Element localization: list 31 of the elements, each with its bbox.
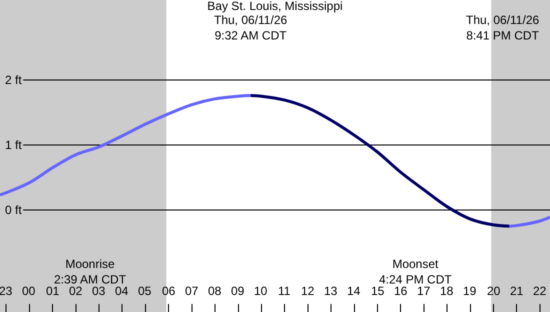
annotation: Thu, 06/11/26 8:41 PM CDT [466,13,540,43]
x-tick-label: 12 [301,284,315,298]
x-tick-label: 04 [115,284,129,298]
x-tick-label: 01 [46,284,60,298]
y-tick-label: 0 ft [5,203,22,217]
x-tick-label: 07 [185,284,199,298]
x-tick-label: 09 [231,284,245,298]
x-tick-label: 00 [22,284,36,298]
annotation: Moonset 4:24 PM CDT [379,257,452,287]
x-tick-label: 21 [510,284,524,298]
y-tick-label: 1 ft [5,138,22,152]
x-tick-label: 08 [208,284,222,298]
x-tick-label: 14 [347,284,361,298]
x-tick-label: 11 [278,284,291,298]
x-tick-label: 18 [440,284,454,298]
annotation: Moonrise 2:39 AM CDT [54,257,127,287]
x-tick-label: 06 [162,284,176,298]
x-tick-label: 22 [533,284,547,298]
x-tick-label: 13 [324,284,338,298]
x-tick-label: 20 [487,284,501,298]
chart-title: Bay St. Louis, Mississippi [207,0,343,13]
x-tick-label: 19 [463,284,477,298]
x-tick-label: 02 [69,284,83,298]
annotation: Thu, 06/11/26 9:32 AM CDT [214,13,288,43]
x-tick-label: 05 [138,284,152,298]
x-tick-label: 10 [254,284,268,298]
x-tick-label: 03 [92,284,106,298]
y-tick-label: 2 ft [5,73,22,87]
x-tick-label: 17 [417,284,431,298]
x-tick-label: 16 [394,284,408,298]
x-tick-label: 15 [371,284,385,298]
